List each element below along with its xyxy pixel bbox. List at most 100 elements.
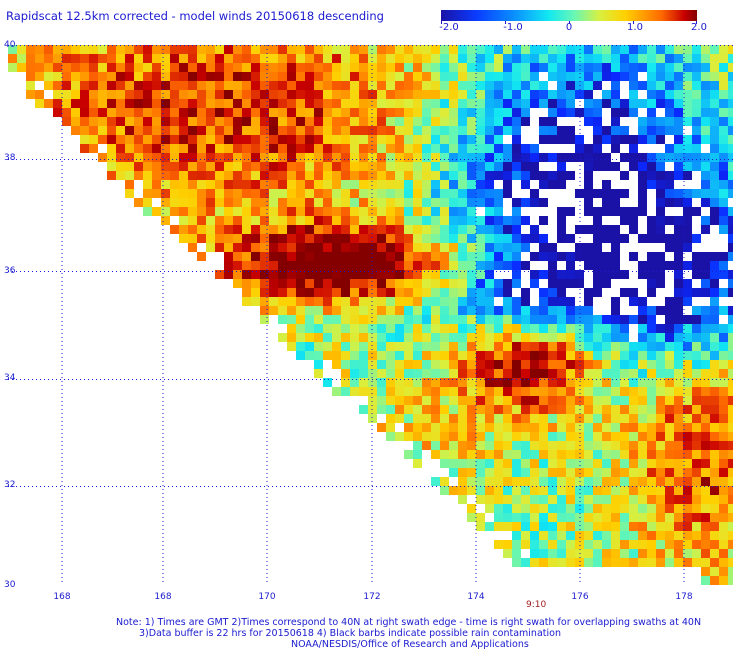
wind-diff-cell — [197, 180, 206, 189]
wind-diff-cell — [593, 333, 602, 342]
wind-diff-cell — [215, 126, 224, 135]
wind-diff-cell — [494, 216, 503, 225]
wind-diff-cell — [620, 216, 629, 225]
wind-diff-cell — [269, 117, 278, 126]
wind-diff-cell — [701, 540, 710, 549]
wind-diff-cell — [494, 405, 503, 414]
wind-diff-cell — [512, 207, 521, 216]
wind-diff-cell — [458, 189, 467, 198]
wind-diff-cell — [557, 558, 566, 567]
wind-diff-cell — [674, 234, 683, 243]
wind-diff-cell — [89, 135, 98, 144]
wind-diff-cell — [359, 54, 368, 63]
wind-diff-cell — [647, 558, 656, 567]
wind-diff-cell — [197, 72, 206, 81]
wind-diff-cell — [134, 117, 143, 126]
wind-diff-cell — [647, 513, 656, 522]
wind-diff-cell — [269, 153, 278, 162]
wind-diff-cell — [665, 513, 674, 522]
wind-diff-cell — [413, 189, 422, 198]
wind-diff-cell — [530, 153, 539, 162]
lat-label-38: 38 — [4, 153, 16, 163]
wind-diff-cell — [584, 144, 593, 153]
wind-diff-cell — [386, 333, 395, 342]
wind-diff-cell — [332, 153, 341, 162]
wind-diff-cell — [692, 441, 701, 450]
wind-diff-cell — [548, 171, 557, 180]
wind-diff-cell — [431, 243, 440, 252]
wind-diff-cell — [539, 540, 548, 549]
wind-diff-cell — [530, 171, 539, 180]
wind-diff-cell — [278, 63, 287, 72]
wind-diff-cell — [206, 225, 215, 234]
wind-diff-cell — [476, 522, 485, 531]
wind-diff-cell — [161, 72, 170, 81]
wind-diff-cell — [170, 126, 179, 135]
wind-diff-cell — [566, 126, 575, 135]
wind-diff-cell — [674, 342, 683, 351]
wind-diff-cell — [476, 486, 485, 495]
wind-diff-cell — [305, 189, 314, 198]
wind-diff-cell — [629, 351, 638, 360]
wind-diff-cell — [422, 324, 431, 333]
wind-diff-cell — [242, 63, 251, 72]
wind-diff-cell — [647, 342, 656, 351]
wind-diff-cell — [404, 351, 413, 360]
wind-diff-cell — [611, 378, 620, 387]
wind-diff-cell — [377, 225, 386, 234]
wind-diff-cell — [512, 531, 521, 540]
wind-diff-cell — [449, 117, 458, 126]
wind-diff-cell — [350, 324, 359, 333]
wind-diff-cell — [584, 90, 593, 99]
wind-diff-cell — [404, 261, 413, 270]
wind-diff-cell — [512, 351, 521, 360]
wind-diff-cell — [620, 351, 629, 360]
wind-diff-cell — [413, 108, 422, 117]
wind-diff-cell — [692, 486, 701, 495]
wind-diff-cell — [287, 117, 296, 126]
wind-diff-cell — [62, 117, 71, 126]
wind-diff-cell — [197, 90, 206, 99]
wind-diff-cell — [485, 405, 494, 414]
wind-diff-cell — [80, 99, 89, 108]
wind-diff-cell — [656, 54, 665, 63]
wind-diff-cell — [413, 207, 422, 216]
wind-diff-cell — [602, 153, 611, 162]
wind-diff-cell — [575, 252, 584, 261]
wind-diff-cell — [359, 351, 368, 360]
wind-diff-cell — [557, 522, 566, 531]
wind-diff-cell — [674, 198, 683, 207]
wind-diff-cell — [548, 360, 557, 369]
wind-diff-cell — [125, 126, 134, 135]
wind-diff-cell — [719, 153, 728, 162]
wind-diff-cell — [620, 333, 629, 342]
wind-diff-cell — [674, 441, 683, 450]
wind-diff-cell — [314, 171, 323, 180]
wind-diff-cell — [332, 198, 341, 207]
wind-diff-cell — [494, 369, 503, 378]
wind-diff-cell — [512, 198, 521, 207]
wind-diff-cell — [278, 207, 287, 216]
wind-diff-cell — [242, 45, 251, 54]
lat-label-40: 40 — [4, 40, 16, 50]
wind-diff-cell — [728, 423, 733, 432]
wind-diff-cell — [611, 504, 620, 513]
wind-diff-cell — [431, 306, 440, 315]
wind-diff-cell — [458, 54, 467, 63]
wind-diff-cell — [332, 180, 341, 189]
wind-diff-cell — [521, 558, 530, 567]
wind-diff-cell — [539, 342, 548, 351]
wind-diff-cell — [593, 414, 602, 423]
wind-diff-cell — [467, 306, 476, 315]
wind-diff-cell — [728, 108, 733, 117]
wind-diff-cell — [377, 306, 386, 315]
wind-diff-cell — [611, 342, 620, 351]
wind-diff-cell — [467, 117, 476, 126]
wind-diff-cell — [467, 99, 476, 108]
wind-diff-cell — [683, 162, 692, 171]
wind-diff-cell — [386, 360, 395, 369]
wind-diff-cell — [476, 171, 485, 180]
wind-diff-cell — [188, 225, 197, 234]
wind-diff-cell — [539, 423, 548, 432]
wind-diff-cell — [431, 405, 440, 414]
